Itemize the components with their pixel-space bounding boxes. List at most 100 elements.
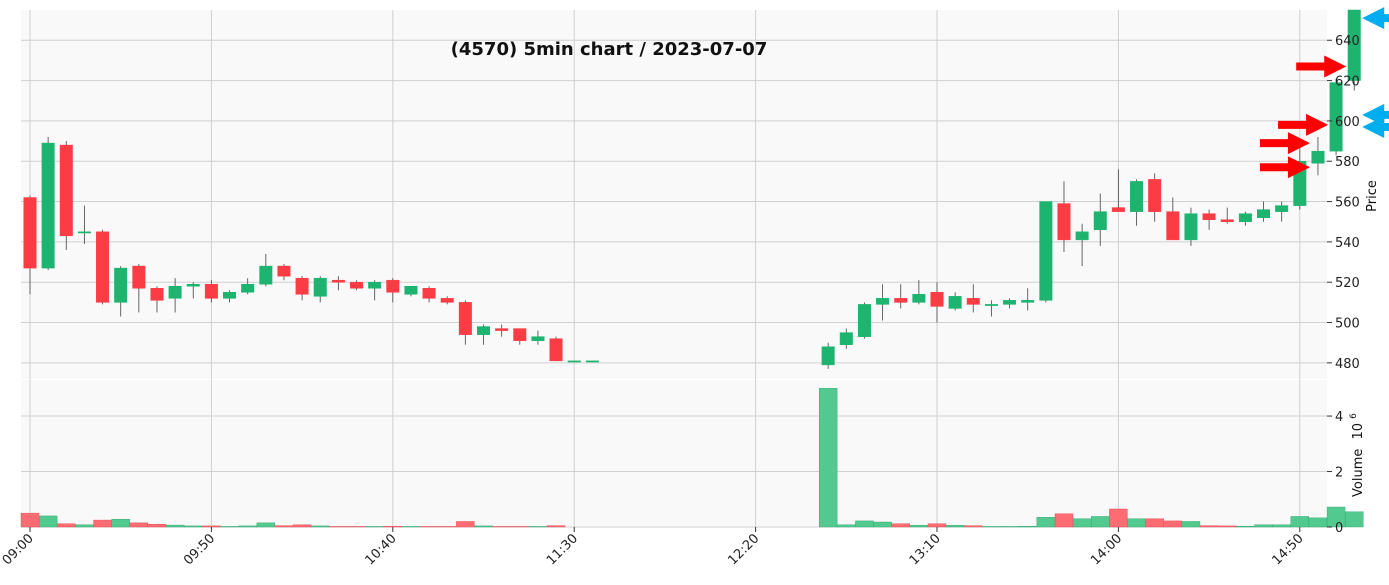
- volume-bar: [982, 526, 1001, 528]
- candle-body: [331, 279, 345, 283]
- volume-bar: [75, 524, 94, 528]
- price-tick-label: 520: [1335, 276, 1360, 291]
- candle-body: [1148, 179, 1162, 212]
- volume-bar: [927, 523, 947, 528]
- volume-bar: [855, 520, 874, 528]
- candle-body: [912, 294, 926, 303]
- buy-arrow-icon: [1259, 156, 1310, 179]
- volume-bar: [837, 524, 856, 528]
- volume-axis-exponent: 6: [1349, 413, 1359, 419]
- candle-body: [368, 281, 382, 289]
- volume-bar: [220, 526, 239, 528]
- volume-bar: [456, 521, 475, 528]
- candle-body: [948, 296, 962, 309]
- volume-bar: [909, 525, 929, 528]
- volume-bar: [274, 525, 294, 528]
- candle-body: [495, 328, 509, 331]
- candle-body: [1238, 213, 1252, 222]
- candle-body: [458, 302, 472, 335]
- candle-body: [277, 265, 291, 277]
- candle-body: [513, 328, 527, 341]
- candle-body: [440, 298, 454, 303]
- volume-bar: [401, 526, 421, 528]
- volume-bar: [129, 522, 149, 528]
- time-tick-label: 14:00: [1088, 531, 1125, 568]
- price-tick-label: 640: [1335, 34, 1360, 49]
- volume-bar: [1000, 526, 1019, 528]
- price-tick-label: 560: [1335, 196, 1360, 211]
- candle-body: [168, 285, 182, 299]
- price-tick-label: 480: [1335, 357, 1360, 372]
- time-tick-label: 13:10: [907, 531, 944, 568]
- candle-body: [186, 283, 200, 287]
- volume-bar: [873, 521, 892, 528]
- candle-body: [531, 336, 545, 341]
- candle-body: [77, 231, 91, 234]
- candle-body: [1111, 207, 1125, 212]
- time-tick-label: 10:40: [363, 531, 400, 568]
- candle-body: [585, 360, 599, 363]
- volume-bar: [1018, 525, 1037, 528]
- candle-body: [1039, 201, 1053, 301]
- volume-bar: [1272, 524, 1291, 528]
- candle-body: [1075, 231, 1089, 241]
- candle-body: [876, 298, 890, 305]
- volume-bar: [347, 526, 366, 528]
- trade-markers: [1259, 7, 1389, 179]
- volume-bar: [57, 523, 76, 528]
- volume-axis-exponent-base: 10: [1351, 423, 1366, 440]
- volume-panel-background: [21, 380, 1327, 527]
- volume-bar: [38, 515, 58, 528]
- candle-body: [1275, 205, 1289, 212]
- candle-body: [386, 279, 400, 293]
- volume-bar: [818, 388, 838, 528]
- volume-axis-label: Volume: [1351, 449, 1366, 497]
- candle-body: [477, 326, 490, 335]
- time-tick-label: 09:00: [0, 531, 37, 568]
- candle-body: [204, 283, 218, 299]
- candle-body: [59, 144, 73, 237]
- candle-body: [1329, 82, 1343, 152]
- volume-bar: [1218, 525, 1237, 528]
- candle-body: [1003, 300, 1017, 305]
- volume-bar: [1054, 513, 1074, 528]
- volume-bar: [111, 519, 130, 528]
- volume-bar: [147, 524, 167, 528]
- candle-body: [223, 292, 237, 299]
- price-axis-label: Price: [1365, 180, 1380, 212]
- buy-arrow-icon: [1259, 132, 1310, 155]
- volume-bar: [1145, 518, 1164, 528]
- volume-bar: [546, 525, 566, 528]
- candle-body: [984, 304, 998, 306]
- volume-tick-label: 4: [1335, 410, 1343, 425]
- price-panel-background: [21, 10, 1327, 379]
- volume-bar: [1163, 520, 1183, 528]
- price-tick-label: 580: [1335, 155, 1360, 170]
- time-tick-label: 11:30: [544, 531, 581, 568]
- volume-bar: [474, 525, 493, 528]
- candle-body: [1220, 219, 1234, 222]
- volume-bar: [1181, 521, 1201, 528]
- price-candles: [23, 9, 1361, 369]
- volume-bar: [1199, 525, 1219, 528]
- volume-bar: [510, 526, 529, 528]
- volume-bar: [438, 526, 457, 528]
- volume-bar: [165, 524, 185, 528]
- candle-body: [930, 292, 944, 307]
- candle-body: [1166, 211, 1180, 241]
- price-tick-label: 600: [1335, 115, 1360, 130]
- candle-body: [41, 142, 55, 269]
- candle-body: [259, 265, 273, 285]
- volume-bar: [964, 525, 983, 528]
- volume-bar: [329, 526, 348, 528]
- volume-bar: [311, 525, 330, 528]
- chart-title: (4570) 5min chart / 2023-07-07: [451, 39, 768, 60]
- volume-bar: [93, 519, 112, 528]
- volume-bar: [1072, 518, 1092, 528]
- candle-body: [894, 298, 908, 303]
- candle-body: [1093, 211, 1107, 231]
- candle-body: [1311, 150, 1325, 164]
- price-tick-label: 500: [1335, 317, 1360, 332]
- svg-text:Volume 10 6: Volume 10 6: [1349, 413, 1366, 497]
- candle-body: [313, 277, 327, 297]
